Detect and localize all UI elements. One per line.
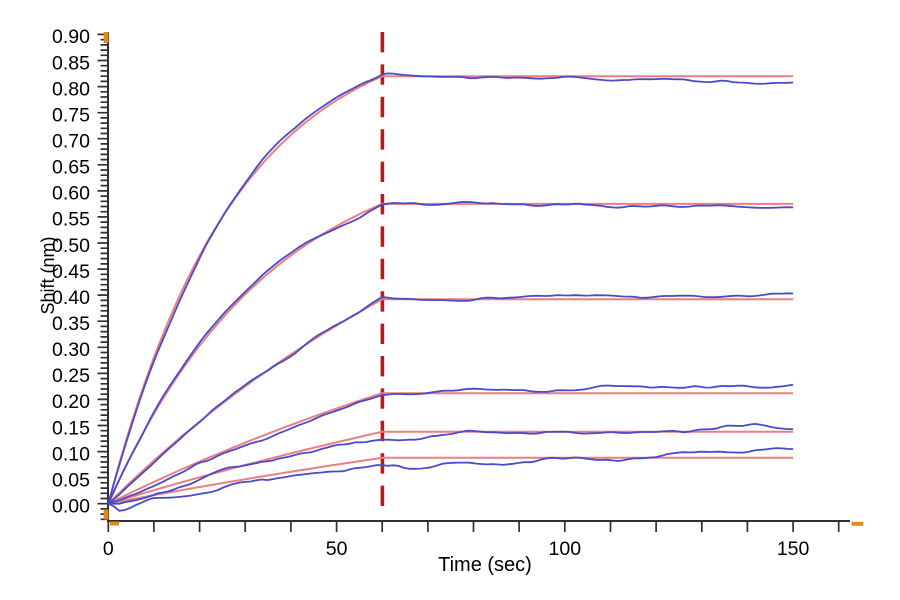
svg-text:100: 100 xyxy=(549,538,582,560)
svg-text:0.20: 0.20 xyxy=(52,391,90,413)
svg-text:Time (sec): Time (sec) xyxy=(438,554,532,576)
svg-text:0.10: 0.10 xyxy=(52,443,90,465)
svg-text:0.75: 0.75 xyxy=(52,105,90,127)
svg-text:0.70: 0.70 xyxy=(52,131,90,153)
svg-text:0.65: 0.65 xyxy=(52,157,90,179)
svg-text:0.80: 0.80 xyxy=(52,78,90,100)
svg-text:150: 150 xyxy=(777,538,810,560)
svg-text:0.85: 0.85 xyxy=(52,52,90,74)
svg-text:0.45: 0.45 xyxy=(52,261,90,283)
svg-text:0.00: 0.00 xyxy=(52,496,90,518)
svg-text:0.30: 0.30 xyxy=(52,339,90,361)
svg-text:0.15: 0.15 xyxy=(52,417,90,439)
svg-text:Shift (nm): Shift (nm) xyxy=(38,236,58,314)
svg-text:0.60: 0.60 xyxy=(52,183,90,205)
svg-text:0.40: 0.40 xyxy=(52,287,90,309)
svg-text:0.90: 0.90 xyxy=(52,26,90,48)
svg-text:0.35: 0.35 xyxy=(52,313,90,335)
svg-text:0: 0 xyxy=(103,538,114,560)
svg-text:0.50: 0.50 xyxy=(52,235,90,257)
svg-text:0.25: 0.25 xyxy=(52,365,90,387)
svg-text:50: 50 xyxy=(326,538,348,560)
svg-text:0.05: 0.05 xyxy=(52,469,90,491)
svg-text:0.55: 0.55 xyxy=(52,209,90,231)
